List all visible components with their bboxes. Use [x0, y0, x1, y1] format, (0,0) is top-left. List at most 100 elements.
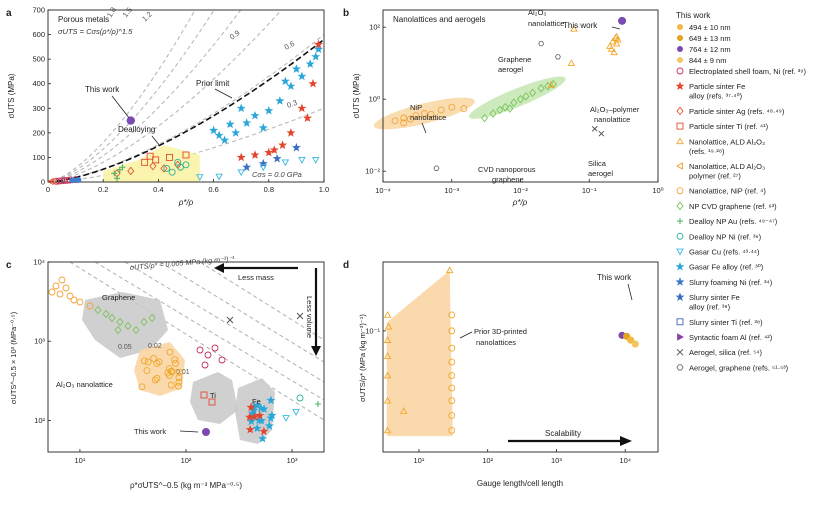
panel-a-point	[293, 144, 300, 151]
legend-marker	[677, 294, 684, 301]
x-tick-label: 10³	[287, 456, 298, 465]
annotation-arrow	[460, 332, 472, 338]
panel-c-point	[77, 299, 83, 305]
y-tick-label: 400	[32, 79, 45, 88]
legend-marker	[677, 233, 683, 239]
annotation-graphene-aerogel: aerogel	[498, 65, 523, 74]
panel-c-point	[297, 395, 303, 401]
y-tick-label: 10⁻²	[365, 167, 380, 176]
legend-marker	[677, 107, 683, 114]
panel-a-point	[252, 151, 259, 158]
legend-marker	[677, 365, 683, 370]
x-axis-label: ρ*/ρ	[512, 198, 528, 207]
legend-title: This work	[676, 11, 711, 20]
panel-a-point	[313, 157, 319, 162]
panel-a-point	[227, 121, 234, 128]
panel-a-point	[216, 174, 222, 179]
panel-a-point	[299, 105, 306, 112]
legend-marker	[677, 163, 682, 169]
y-tick-label: 300	[32, 104, 45, 113]
panel-label-b: b	[343, 8, 349, 19]
panel-a-title: Porous metals	[58, 15, 109, 24]
legend-item: Gasar Fe alloy (ref. ³⁰)	[689, 263, 764, 272]
panel-a-point	[293, 65, 300, 72]
x-tick-label: 10⁻³	[444, 186, 459, 195]
legend-item: Slurry sinter Fe alloy (ref. ³⁸)	[689, 293, 740, 312]
annotation-silica: aerogel	[588, 169, 613, 178]
legend-item: 844 ± 9 nm	[689, 56, 726, 65]
x-tick-label: 10²	[181, 456, 192, 465]
panel-a-this-work-point	[127, 116, 135, 124]
y-axis-label: σUTS/ρ* (MPa (kg m⁻³)⁻¹)	[358, 314, 367, 402]
panel-a-point	[75, 177, 81, 183]
y-axis-label: σUTS (MPa)	[7, 73, 16, 118]
panel-b-title: Nanolattices and aerogels	[393, 15, 486, 24]
legend-item: Aerogel, silica (ref. ⁵⁴)	[689, 348, 763, 357]
legend-item: 494 ± 10 nm	[689, 23, 731, 32]
x-tick-label: 0.2	[98, 185, 108, 194]
x-tick-label: 10⁻⁴	[375, 186, 391, 195]
y-tick-label: 10⁴	[33, 258, 45, 267]
panel-a-point	[221, 137, 228, 144]
legend-item: Electroplated shell foam, Ni (ref. ³⁹)	[689, 67, 807, 76]
annotation-this-work-d: This work	[597, 273, 632, 282]
panel-b-point	[611, 49, 617, 54]
panel-a-point	[238, 105, 245, 112]
panel-a-point	[282, 160, 288, 165]
annotation-prior: Prior 3D-printed	[474, 327, 527, 336]
x-tick-label: 0	[46, 185, 50, 194]
legend-item: Nanolattice, ALD Al₂O₃ (refs. ¹⁹·²⁸)	[689, 137, 765, 156]
panel-d-point	[385, 312, 391, 317]
panel-b-point	[539, 41, 544, 45]
figure: a 1.8 1.5 1.20.90.60.3Cσs = 0.0 GPa0 0.2 0.4 0…	[0, 0, 830, 515]
annotation-al2o3-polymer: Al₂O₃–polymer	[590, 105, 640, 114]
panel-a-point	[299, 157, 305, 162]
x-tick-label: 10⁰	[652, 186, 663, 195]
panel-c-point	[227, 317, 233, 323]
annotation-nip-nanolattice: NiP	[410, 103, 422, 112]
panel-c-this-work-point	[202, 428, 210, 436]
guide-label: 1.5	[120, 5, 134, 19]
guide-label: 0.6	[283, 39, 296, 52]
region-label-fe: Fe	[252, 397, 261, 406]
panel-a-point	[288, 83, 295, 90]
x-axis-label: ρ*σUTS^−0.5 (kg m⁻³ MPa⁻⁰·⁵)	[130, 481, 242, 490]
annotation-cvd: CVD nanoporous	[478, 165, 536, 174]
panel-c-point	[293, 410, 299, 415]
annotation-al2o3-nanolattice: nanolattice	[528, 19, 564, 28]
y-tick-label: 10²	[369, 23, 380, 32]
legend-marker	[677, 319, 683, 325]
x-tick-label: 10¹	[414, 456, 425, 465]
x-tick-label: 10¹	[75, 456, 86, 465]
y-tick-label: 100	[32, 153, 45, 162]
annotation-arrow	[628, 284, 632, 300]
legend-item: Dealloy NP Ni (ref. ³⁶)	[689, 232, 762, 241]
panel-b-point	[599, 131, 604, 136]
x-tick-label: 10⁻²	[513, 186, 528, 195]
panel-a-point	[238, 154, 245, 161]
legend-item: Gasar Cu (refs. ⁴³·⁴⁴)	[689, 248, 760, 257]
x-tick-label: 1.0	[319, 185, 329, 194]
panel-a-point	[310, 80, 317, 87]
x-tick-label: 10⁴	[619, 456, 631, 465]
annotation-al2o3-polymer: nanolattice	[594, 115, 630, 124]
annotation-cvd: graphene	[492, 175, 524, 184]
panel-c-point	[315, 401, 321, 407]
panel-a-point	[312, 53, 319, 60]
x-tick-label: 0.6	[208, 185, 218, 194]
legend-item: 764 ± 12 nm	[689, 45, 731, 54]
panel-a-point	[210, 127, 217, 134]
panel-a-point	[315, 46, 322, 53]
legend-marker	[677, 57, 683, 63]
guide-label: 0.9	[228, 28, 242, 41]
legend-item: Slurry foaming Ni (ref. ³⁴)	[689, 278, 773, 287]
legend-item: 649 ± 13 nm	[689, 34, 731, 43]
y-axis-label: σUTS (MPa)	[352, 73, 361, 118]
legend-marker	[677, 35, 683, 41]
legend-marker	[677, 46, 683, 52]
panel-a-point	[70, 177, 76, 183]
panel-a-point	[243, 164, 250, 171]
y-tick-label: 10⁰	[369, 95, 380, 104]
annotation-arrow	[152, 136, 160, 146]
panel-a-point	[276, 97, 283, 104]
